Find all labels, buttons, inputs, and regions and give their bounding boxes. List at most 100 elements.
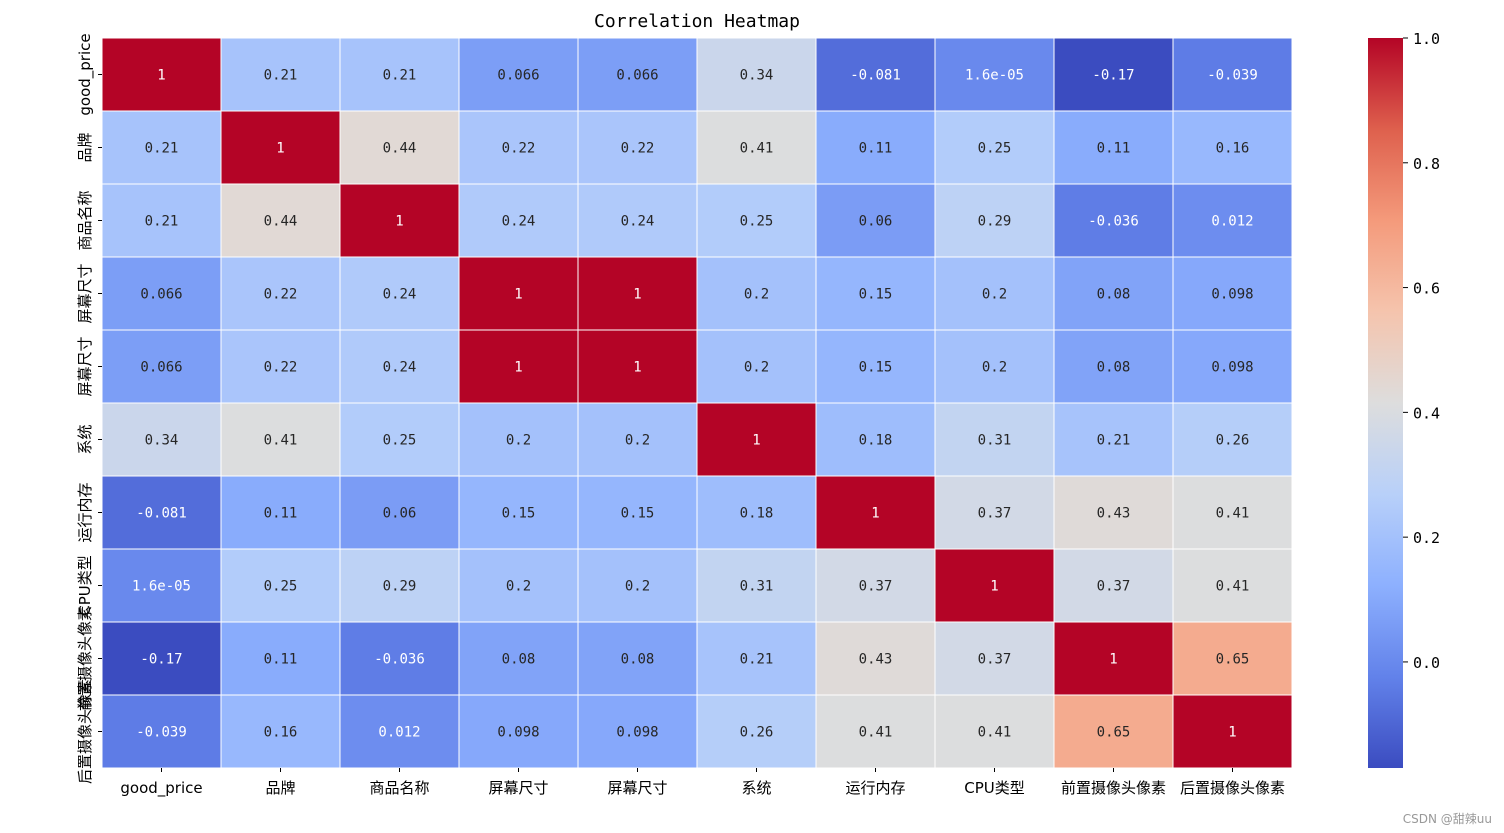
y-tick-label: good_price — [76, 33, 95, 115]
cell-value-label: 0.24 — [502, 214, 536, 230]
heatmap-cell — [1172, 110, 1293, 185]
cell-value-label: 0.25 — [740, 214, 774, 230]
cell-value-label: 0.098 — [497, 725, 539, 741]
cell-value-label: 0.06 — [383, 506, 417, 522]
cell-value-label: -0.036 — [1088, 214, 1139, 230]
cell-value-label: 0.34 — [145, 433, 179, 449]
heatmap-cell — [1053, 475, 1174, 550]
colorbar-tick-label: 0.6 — [1413, 280, 1440, 298]
heatmap-cell — [577, 37, 698, 112]
cell-value-label: 0.29 — [978, 214, 1012, 230]
cell-value-label: 0.22 — [264, 360, 298, 376]
y-tick-label: 后置摄像头像素 — [76, 679, 94, 784]
cell-value-label: 0.22 — [264, 287, 298, 303]
x-axis-tick-labels: good_price 品牌 商品名称 屏幕尺寸 屏幕尺寸 系统 运行内存 CPU类型 前置摄像头… — [120, 768, 1285, 798]
cell-value-label: 0.41 — [264, 433, 298, 449]
x-tick-label: 品牌 — [265, 779, 295, 797]
y-tick-label: CPU类型 — [76, 555, 94, 616]
heatmap-cell — [458, 548, 579, 623]
y-tick-label: 屏幕尺寸 — [76, 336, 94, 396]
heatmap-cell — [815, 475, 936, 550]
x-tick-label: 屏幕尺寸 — [488, 779, 548, 797]
colorbar-tick-label: 0.0 — [1413, 654, 1440, 672]
cell-value-label: 0.65 — [1097, 725, 1131, 741]
heatmap-cell — [815, 402, 936, 477]
heatmap-cell — [1053, 402, 1174, 477]
cell-value-label: 0.2 — [982, 287, 1007, 303]
y-tick-label: 品牌 — [76, 132, 94, 162]
cell-value-label: 0.31 — [978, 433, 1012, 449]
heatmap-cell — [1172, 475, 1293, 550]
cell-value-label: 0.06 — [859, 214, 893, 230]
heatmap-cell — [815, 548, 936, 623]
cell-value-label: 0.31 — [740, 579, 774, 595]
heatmap-cell — [458, 621, 579, 696]
cell-value-label: 0.08 — [1097, 360, 1131, 376]
colorbar-gradient — [1368, 38, 1403, 768]
x-tick-label: 屏幕尺寸 — [607, 779, 667, 797]
heatmap-cell — [339, 621, 460, 696]
heatmap-cell — [1053, 621, 1174, 696]
heatmap-cell — [220, 110, 341, 185]
heatmap-cell — [101, 475, 222, 550]
cell-value-label: 0.08 — [621, 652, 655, 668]
heatmap-cell — [934, 548, 1055, 623]
cell-value-label: 1 — [395, 214, 403, 230]
x-tick-label: 系统 — [741, 779, 771, 797]
heatmap-cell — [1172, 256, 1293, 331]
heatmap-cell — [696, 37, 817, 112]
cell-value-label: 0.44 — [383, 141, 417, 157]
heatmap-cell — [934, 183, 1055, 258]
heatmap-cell — [1172, 621, 1293, 696]
heatmap-cell — [458, 475, 579, 550]
x-tick-label: 前置摄像头像素 — [1061, 779, 1166, 797]
y-tick-label: 运行内存 — [76, 482, 94, 542]
cell-value-label: 0.08 — [502, 652, 536, 668]
cell-value-label: 0.11 — [859, 141, 893, 157]
cell-value-label: 0.2 — [744, 360, 769, 376]
colorbar-tick-label: 0.4 — [1413, 404, 1440, 422]
heatmap-cell — [577, 183, 698, 258]
cell-value-label: 0.21 — [145, 214, 179, 230]
heatmap-cell — [934, 110, 1055, 185]
heatmap-cell — [339, 329, 460, 404]
heatmap-cell — [815, 621, 936, 696]
cell-value-label: 1 — [1228, 725, 1236, 741]
heatmap-cell — [1172, 37, 1293, 112]
cell-value-label: 0.26 — [740, 725, 774, 741]
cell-value-label: 0.25 — [978, 141, 1012, 157]
x-tick-label: 商品名称 — [369, 779, 429, 797]
heatmap-cell — [934, 329, 1055, 404]
heatmap-cell — [577, 694, 698, 769]
heatmap-cell — [815, 110, 936, 185]
heatmap-cell — [1172, 548, 1293, 623]
heatmap-cell — [220, 183, 341, 258]
cell-value-label: 0.37 — [859, 579, 893, 595]
cell-value-label: 0.22 — [502, 141, 536, 157]
cell-value-label: 0.37 — [1097, 579, 1131, 595]
cell-value-label: 0.44 — [264, 214, 298, 230]
heatmap-cell — [101, 37, 222, 112]
heatmap-cell — [815, 329, 936, 404]
cell-value-label: 0.15 — [859, 287, 893, 303]
heatmap-cell — [101, 256, 222, 331]
cell-value-label: 0.41 — [740, 141, 774, 157]
cell-value-label: 0.11 — [264, 506, 298, 522]
heatmap-cell — [220, 37, 341, 112]
heatmap-cell — [1053, 256, 1174, 331]
heatmap-cell — [220, 548, 341, 623]
cell-value-label: 1.6e-05 — [965, 68, 1024, 84]
cell-value-label: 0.16 — [1216, 141, 1250, 157]
cell-value-label: 0.11 — [264, 652, 298, 668]
cell-value-label: 1 — [990, 579, 998, 595]
heatmap-cell — [577, 110, 698, 185]
heatmap-cell — [458, 110, 579, 185]
cell-value-label: -0.036 — [374, 652, 425, 668]
cell-value-label: 1 — [514, 287, 522, 303]
cell-value-label: 0.2 — [625, 579, 650, 595]
cell-value-label: 0.41 — [1216, 579, 1250, 595]
cell-value-label: 0.41 — [1216, 506, 1250, 522]
heatmap-cell — [220, 694, 341, 769]
heatmap-cell — [577, 256, 698, 331]
heatmap-cell — [339, 548, 460, 623]
